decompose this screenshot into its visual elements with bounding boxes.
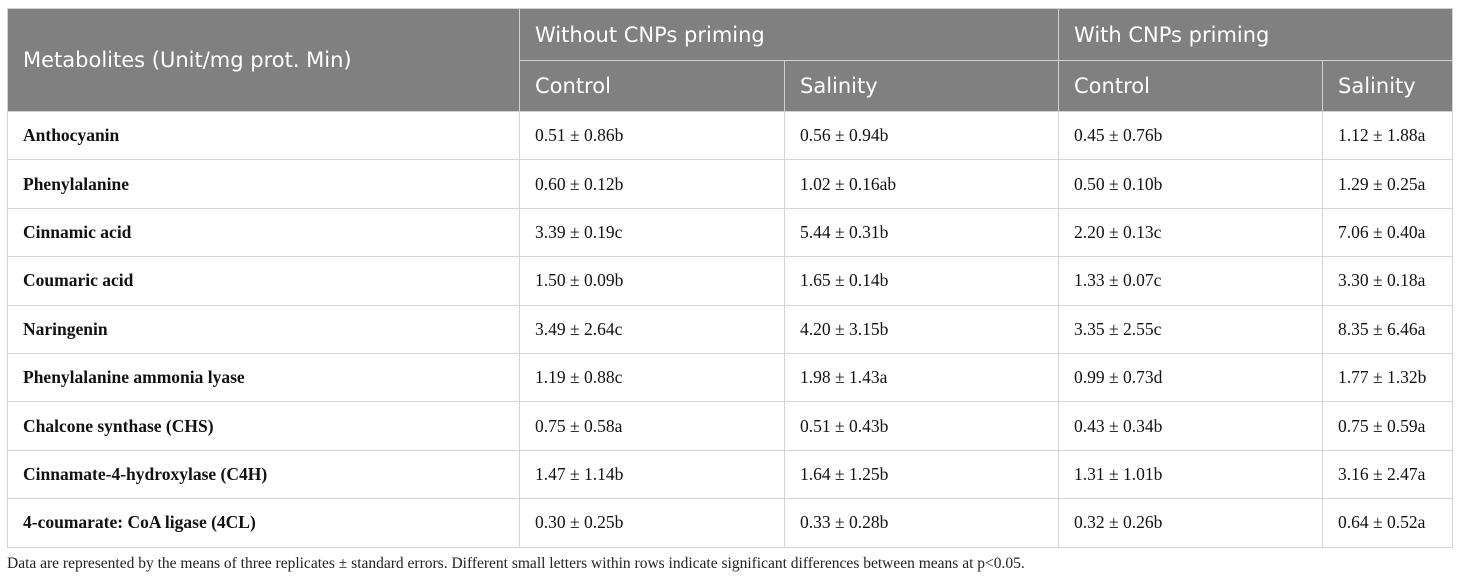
cell: 2.20 ± 0.13c: [1058, 207, 1324, 258]
header-title: Metabolites (Unit/mg prot. Min): [7, 8, 520, 112]
cell: 0.75 ± 0.58a: [519, 401, 785, 451]
cell: 0.64 ± 0.52a: [1322, 498, 1454, 548]
cell: 0.45 ± 0.76b: [1058, 110, 1324, 161]
column-header: Salinity: [783, 60, 1060, 112]
cell: 3.49 ± 2.64c: [519, 304, 785, 354]
table-row: Cinnamic acid 3.39 ± 0.19c 5.44 ± 0.31b 2.2…: [7, 207, 1454, 258]
cell: 1.19 ± 0.88c: [519, 352, 785, 403]
row-label: Naringenin: [7, 304, 520, 354]
cell: 8.35 ± 6.46a: [1322, 304, 1454, 354]
cell: 3.39 ± 0.19c: [519, 207, 785, 258]
table-row: Cinnamate-4-hydroxylase (C4H) 1.47 ± 1.14…: [7, 449, 1454, 500]
row-label: Chalcone synthase (CHS): [7, 401, 520, 451]
column-header: Salinity: [1322, 60, 1454, 112]
cell: 1.77 ± 1.32b: [1322, 352, 1454, 403]
column-header: Control: [1058, 60, 1324, 112]
row-label: Anthocyanin: [7, 110, 520, 161]
row-label: Phenylalanine: [7, 159, 520, 209]
cell: 7.06 ± 0.40a: [1322, 207, 1454, 258]
cell: 1.64 ± 1.25b: [783, 449, 1060, 500]
footnote: Data are represented by the means of thr…: [7, 555, 1025, 572]
group-header: Without CNPs priming: [518, 8, 1060, 61]
table-row: Phenylalanine ammonia lyase 1.19 ± 0.88c 1…: [7, 352, 1454, 403]
table-row: Anthocyanin 0.51 ± 0.86b 0.56 ± 0.94b 0.45 …: [7, 110, 1454, 161]
cell: 0.51 ± 0.86b: [519, 110, 785, 161]
table-row: 4-coumarate: CoA ligase (4CL) 0.30 ± 0.25…: [7, 498, 1454, 548]
cell: 0.30 ± 0.25b: [519, 498, 785, 548]
cell: 1.31 ± 1.01b: [1058, 449, 1324, 500]
cell: 1.98 ± 1.43a: [783, 352, 1060, 403]
cell: 0.33 ± 0.28b: [783, 498, 1060, 548]
table-row: Coumaric acid 1.50 ± 0.09b 1.65 ± 0.14b 1.3…: [7, 256, 1454, 306]
row-label: Cinnamate-4-hydroxylase (C4H): [7, 449, 520, 500]
cell: 1.47 ± 1.14b: [519, 449, 785, 500]
column-header: Control: [519, 60, 785, 112]
cell: 0.75 ± 0.59a: [1322, 401, 1454, 451]
cell: 4.20 ± 3.15b: [783, 304, 1060, 354]
table-row: Naringenin 3.49 ± 2.64c 4.20 ± 3.15b 3.35 ±…: [7, 304, 1454, 354]
cell: 1.65 ± 0.14b: [783, 256, 1060, 306]
data-table: Metabolites (Unit/mg prot. Min) Without …: [7, 8, 1454, 548]
cell: 1.29 ± 0.25a: [1322, 159, 1454, 209]
cell: 0.50 ± 0.10b: [1058, 159, 1324, 209]
cell: 1.12 ± 1.88a: [1322, 110, 1454, 161]
cell: 3.35 ± 2.55c: [1058, 304, 1324, 354]
cell: 0.43 ± 0.34b: [1058, 401, 1324, 451]
cell: 1.50 ± 0.09b: [519, 256, 785, 306]
cell: 5.44 ± 0.31b: [783, 207, 1060, 258]
row-label: 4-coumarate: CoA ligase (4CL): [7, 498, 520, 548]
cell: 0.56 ± 0.94b: [783, 110, 1060, 161]
cell: 0.99 ± 0.73d: [1058, 352, 1324, 403]
cell: 0.60 ± 0.12b: [519, 159, 785, 209]
table-row: Phenylalanine 0.60 ± 0.12b 1.02 ± 0.16ab 0.…: [7, 159, 1454, 209]
group-header: With CNPs priming: [1058, 8, 1454, 61]
row-label: Phenylalanine ammonia lyase: [7, 352, 520, 403]
cell: 1.02 ± 0.16ab: [783, 159, 1060, 209]
cell: 0.32 ± 0.26b: [1058, 498, 1324, 548]
cell: 1.33 ± 0.07c: [1058, 256, 1324, 306]
row-label: Coumaric acid: [7, 256, 520, 306]
cell: 0.51 ± 0.43b: [783, 401, 1060, 451]
table-row: Chalcone synthase (CHS) 0.75 ± 0.58a 0.51 …: [7, 401, 1454, 451]
row-label: Cinnamic acid: [7, 207, 520, 258]
cell: 3.16 ± 2.47a: [1322, 449, 1454, 500]
cell: 3.30 ± 0.18a: [1322, 256, 1454, 306]
